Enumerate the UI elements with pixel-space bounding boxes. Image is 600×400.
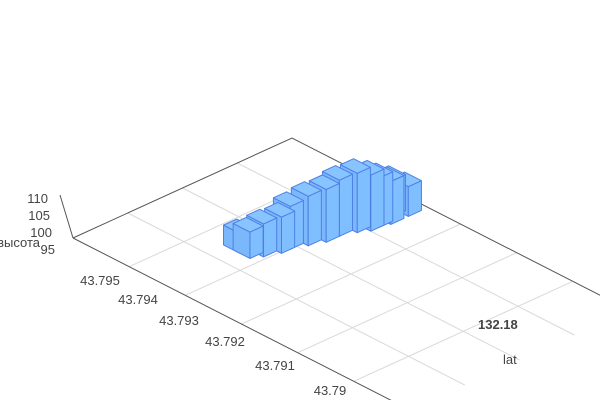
bar-top-face xyxy=(339,158,371,174)
bar-front-face xyxy=(263,217,278,258)
bar-top-face xyxy=(272,191,304,207)
y-tick-label: 43.794 xyxy=(118,292,158,307)
z-tick-label: 110 xyxy=(27,191,48,206)
z-axis-line xyxy=(59,194,74,239)
z-tick-label: 105 xyxy=(28,208,50,223)
z-tick-label: 100 xyxy=(30,225,52,240)
bar-top-face xyxy=(246,208,278,225)
bars xyxy=(223,158,422,259)
y-tick-label: 43.793 xyxy=(159,313,199,328)
bar-front-face xyxy=(370,168,385,232)
bar-front-face xyxy=(356,166,371,234)
bar-top-face xyxy=(290,181,322,197)
y-tick-label: 43.795 xyxy=(80,273,120,288)
y-tick-label: 43.791 xyxy=(255,358,295,373)
floor-grid xyxy=(127,162,575,386)
bar-top-face xyxy=(264,201,296,218)
x-axis-title: lat xyxy=(503,352,517,367)
bar-front-face xyxy=(281,210,296,254)
bar-front-face xyxy=(325,182,340,243)
z-tick-label: 95 xyxy=(41,242,55,257)
y-axis-line xyxy=(72,237,392,400)
bar-top-face xyxy=(321,165,353,181)
bar xyxy=(232,216,264,259)
bar-front-face xyxy=(338,173,353,237)
x-tick-label: 132.18 xyxy=(478,317,518,332)
axes xyxy=(59,137,600,400)
bar-top-face xyxy=(232,216,264,233)
grid-line xyxy=(182,187,520,361)
bar-top-face xyxy=(308,174,340,190)
y-tick-label: 43.792 xyxy=(205,334,245,349)
grid-line xyxy=(127,212,465,386)
bar-front-face xyxy=(307,189,322,247)
axis-labels: 110 105 100 95 высота 132.18 lat 43.795 … xyxy=(0,191,518,398)
floor-edge xyxy=(72,137,600,296)
z-axis-title: высота xyxy=(0,235,41,250)
y-tick-label: 43.79 xyxy=(314,383,347,398)
